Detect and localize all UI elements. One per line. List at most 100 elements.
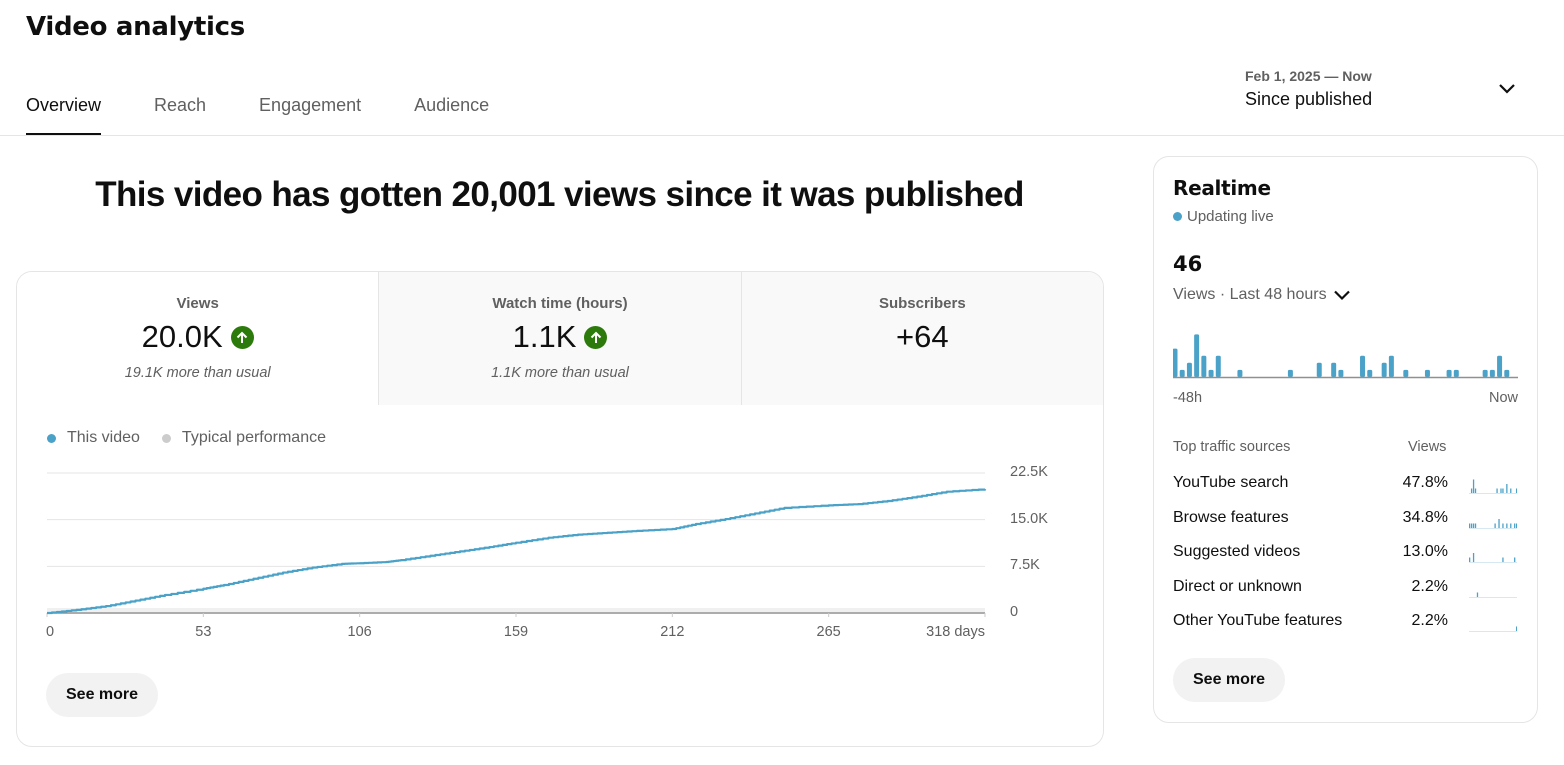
realtime-bar[interactable] bbox=[1316, 362, 1322, 377]
traffic-source-name: Suggested videos bbox=[1173, 543, 1301, 560]
chevron-down-icon bbox=[1499, 84, 1515, 94]
realtime-bar[interactable] bbox=[1489, 369, 1495, 377]
legend-label: Typical performance bbox=[181, 429, 326, 446]
metric-label: Subscribers bbox=[878, 295, 966, 312]
realtime-card: Realtime Updating live 46 Views · Last 4… bbox=[1153, 156, 1538, 723]
x-axis-tick: 159 bbox=[503, 624, 529, 640]
traffic-source-name: Other YouTube features bbox=[1173, 612, 1343, 629]
metric-value: 1.1K bbox=[512, 319, 577, 354]
realtime-bar[interactable] bbox=[1403, 369, 1409, 377]
realtime-bar[interactable] bbox=[1201, 355, 1207, 377]
x-axis-tick: 106 bbox=[347, 624, 372, 640]
realtime-bar[interactable] bbox=[1179, 369, 1185, 377]
realtime-bar[interactable] bbox=[1367, 369, 1373, 377]
legend-this-video: This video bbox=[47, 429, 140, 447]
x-axis-tick: 53 bbox=[195, 624, 212, 640]
realtime-period-label: Views · Last 48 hours bbox=[1173, 286, 1327, 303]
realtime-period-selector[interactable]: Views · Last 48 hours bbox=[1173, 286, 1351, 304]
metric-label: Views bbox=[176, 295, 219, 312]
y-axis-tick: 7.5K bbox=[1010, 557, 1040, 574]
traffic-source-percent: 13.0% bbox=[1402, 543, 1448, 560]
header-divider bbox=[0, 135, 1564, 136]
realtime-bar[interactable] bbox=[1360, 355, 1366, 377]
x-axis-tick: 0 bbox=[46, 624, 55, 640]
realtime-bar[interactable] bbox=[1482, 369, 1488, 377]
traffic-sources-header: Top traffic sources Views bbox=[1173, 439, 1518, 455]
trend-up-icon bbox=[584, 325, 608, 349]
y-axis-tick: 22.5K bbox=[1010, 464, 1048, 480]
realtime-bar[interactable] bbox=[1186, 362, 1192, 377]
metric-views[interactable]: Views 20.0K 19.1K more than usual bbox=[17, 272, 379, 405]
tab-audience[interactable]: Audience bbox=[414, 95, 490, 115]
typical-band bbox=[47, 608, 985, 612]
tab-overview[interactable]: Overview bbox=[26, 84, 102, 136]
metric-label: Watch time (hours) bbox=[492, 295, 628, 312]
x-axis-tick: 265 bbox=[816, 624, 841, 640]
views-line-chart bbox=[46, 472, 987, 617]
metric-watch-time[interactable]: Watch time (hours) 1.1K 1.1K more than u… bbox=[378, 272, 741, 405]
traffic-sparkline bbox=[1469, 553, 1517, 563]
traffic-views-column: Views bbox=[1408, 439, 1447, 455]
realtime-bar[interactable] bbox=[1381, 362, 1387, 377]
realtime-bar[interactable] bbox=[1388, 355, 1394, 377]
tab-engagement[interactable]: Engagement bbox=[259, 95, 362, 115]
legend-typical: Typical performance bbox=[161, 429, 326, 447]
traffic-source-row[interactable]: Suggested videos 13.0% bbox=[1173, 543, 1518, 567]
legend-label: This video bbox=[67, 429, 140, 446]
realtime-bar[interactable] bbox=[1424, 369, 1430, 377]
traffic-source-name: Browse features bbox=[1173, 508, 1289, 526]
see-more-button[interactable]: See more bbox=[46, 673, 159, 717]
traffic-source-percent: 47.8% bbox=[1402, 474, 1448, 491]
headline: This video has gotten 20,001 views since… bbox=[95, 175, 1024, 214]
metric-value: 20.0K bbox=[141, 319, 223, 354]
chart-legend: This video Typical performance bbox=[47, 429, 348, 447]
realtime-bar[interactable] bbox=[1497, 355, 1503, 377]
realtime-bar[interactable] bbox=[1287, 369, 1293, 377]
realtime-bar[interactable] bbox=[1338, 369, 1344, 377]
x-axis-tick: 212 bbox=[660, 624, 685, 640]
this-video-line bbox=[47, 488, 987, 615]
metrics-row: Views 20.0K 19.1K more than usual Watch … bbox=[17, 272, 1103, 405]
realtime-bar[interactable] bbox=[1331, 362, 1337, 377]
chevron-down-icon bbox=[1333, 290, 1350, 301]
realtime-bar[interactable] bbox=[1453, 369, 1459, 377]
legend-dot-icon bbox=[161, 433, 171, 443]
metric-value: +64 bbox=[896, 319, 949, 354]
traffic-sources-title: Top traffic sources bbox=[1173, 439, 1291, 455]
realtime-view-count: 46 bbox=[1173, 252, 1203, 276]
traffic-source-name: Direct or unknown bbox=[1173, 577, 1302, 595]
y-axis-tick: 0 bbox=[1010, 604, 1019, 620]
live-dot-icon bbox=[1173, 212, 1182, 221]
traffic-sparkline bbox=[1469, 518, 1517, 529]
traffic-source-row[interactable]: YouTube search 47.8% bbox=[1173, 474, 1518, 498]
realtime-bar[interactable] bbox=[1504, 369, 1510, 377]
realtime-bar[interactable] bbox=[1173, 348, 1178, 377]
traffic-source-name: YouTube search bbox=[1173, 474, 1289, 491]
realtime-title: Realtime bbox=[1173, 176, 1271, 200]
traffic-sparkline bbox=[1469, 479, 1517, 494]
realtime-axis-end: Now bbox=[1488, 390, 1518, 406]
realtime-bar[interactable] bbox=[1215, 355, 1221, 377]
tab-reach[interactable]: Reach bbox=[154, 95, 207, 115]
traffic-source-row[interactable]: Other YouTube features 2.2% bbox=[1173, 612, 1518, 636]
realtime-see-more-button[interactable]: See more bbox=[1173, 658, 1286, 702]
legend-dot-icon bbox=[47, 433, 56, 443]
x-axis-tick: 318 days bbox=[926, 624, 985, 640]
tab-bar: Overview Reach Engagement Audience bbox=[26, 84, 542, 136]
traffic-sparkline bbox=[1469, 626, 1517, 632]
realtime-bar[interactable] bbox=[1237, 369, 1243, 377]
date-range-selector[interactable]: Feb 1, 2025 — Now Since published bbox=[1245, 68, 1535, 118]
metric-subscribers[interactable]: Subscribers +64 bbox=[740, 272, 1103, 405]
trend-up-icon bbox=[230, 325, 254, 349]
date-range-dates: Feb 1, 2025 — Now bbox=[1245, 68, 1372, 84]
traffic-sparkline bbox=[1469, 592, 1517, 598]
date-range-label: Since published bbox=[1245, 89, 1373, 109]
traffic-source-row[interactable]: Direct or unknown 2.2% bbox=[1173, 578, 1518, 602]
realtime-bar[interactable] bbox=[1194, 334, 1200, 377]
page-title: Video analytics bbox=[26, 12, 245, 42]
traffic-source-row[interactable]: Browse features 34.8% bbox=[1173, 509, 1518, 533]
realtime-axis-start: -48h bbox=[1173, 390, 1203, 406]
realtime-bar[interactable] bbox=[1446, 369, 1452, 377]
realtime-bar[interactable] bbox=[1208, 369, 1214, 377]
traffic-source-percent: 2.2% bbox=[1411, 612, 1448, 629]
